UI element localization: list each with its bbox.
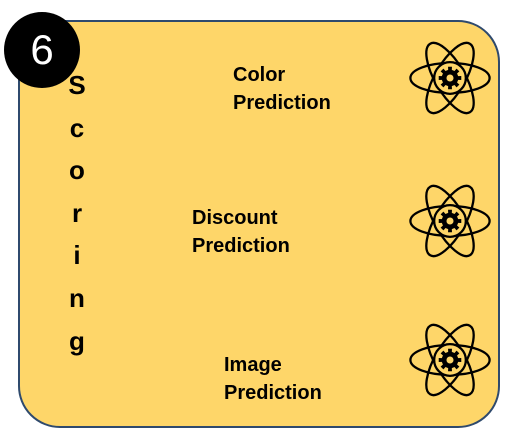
gear-hole [446, 356, 454, 364]
color-prediction-label: Color Prediction [233, 61, 331, 117]
gear-hole [446, 217, 454, 225]
label-line: Prediction [233, 92, 331, 114]
title-letter: g [69, 325, 85, 356]
title-letter: c [69, 112, 85, 143]
gear-hole [446, 74, 454, 82]
atom-gear-icon [409, 41, 491, 115]
atom-gear-icon [409, 323, 491, 397]
label-line: Prediction [192, 235, 290, 257]
atom-gear-icon [409, 184, 491, 258]
label-line: Image [224, 354, 282, 376]
label-line: Prediction [224, 382, 322, 404]
label-line: Color [233, 64, 286, 86]
title-letter: o [69, 155, 85, 186]
scoring-vertical-title: S c o r i n g [60, 70, 94, 368]
label-line: Discount [192, 207, 278, 229]
title-letter: i [73, 240, 81, 271]
step-number-badge: 6 [4, 12, 80, 88]
discount-prediction-label: Discount Prediction [192, 204, 290, 260]
title-letter: S [68, 70, 86, 100]
title-letter: r [71, 197, 83, 228]
image-prediction-label: Image Prediction [224, 351, 322, 407]
title-letter: n [69, 282, 85, 313]
